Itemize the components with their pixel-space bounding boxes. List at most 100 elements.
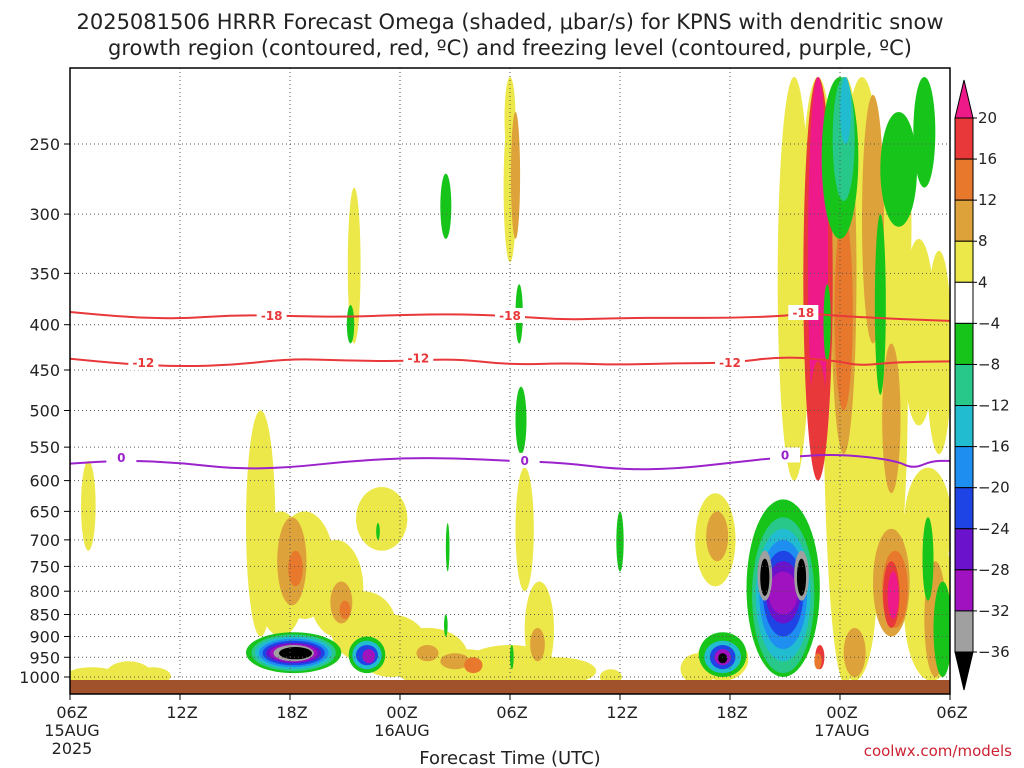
x-tick-label: 18Z [716,703,747,722]
contour-label-background [509,452,540,468]
colorbar-tick-label: −20 [978,479,1010,497]
colorbar-swatch [954,487,974,530]
y-tick-label: 300 [29,205,60,224]
contour-label: 0 [781,448,789,462]
omega-positive-moderate [288,550,303,587]
omega-positive-moderate [706,511,729,562]
credit-text: coolwx.com/models [864,742,1012,760]
contour-label: -12 [132,356,154,370]
omega-negative-weak [913,76,936,188]
contour-label: -12 [719,356,741,370]
contour-label-background [403,350,434,366]
y-tick-label: 400 [29,316,60,335]
colorbar-tick-label: −4 [978,314,1000,332]
contour-label-background [128,355,159,371]
contour-label-background [106,450,137,466]
contour-label: -18 [499,309,521,323]
omega-negative-core [768,571,798,615]
y-tick-label: 250 [29,135,60,154]
colorbar-tick-label: −32 [978,602,1010,620]
grid-lines [69,68,951,680]
omega-positive-moderate [843,627,866,677]
y-tick-label: 1000 [19,668,60,687]
y-tick-label: 950 [29,648,60,667]
omega-positive-moderate [464,657,483,674]
y-tick-label: 500 [29,402,60,421]
omega-negative-weak [616,511,624,572]
omega-negative-core [814,653,822,670]
colorbar-top-arrow [954,79,974,119]
contour-label: 0 [520,454,528,468]
omega-negative-weak [922,517,934,601]
omega-positive-moderate [530,627,545,662]
y-tick-label: 450 [29,361,60,380]
omega-positive-moderate [510,111,521,239]
omega-positive-weak [81,460,96,551]
colorbar-swatch [954,405,974,448]
contour-line [70,356,950,368]
colorbar-tick-label: 4 [978,273,988,291]
colorbar: 20 16 12 8 4 −4 −8 −12 −16 −20 −24 −28 −32 −36 [954,79,1010,691]
omega-negative-weak [376,523,380,540]
contour-label-background [715,355,745,371]
colorbar-tick-label: 8 [978,232,988,250]
y-tick-label: 550 [29,438,60,457]
colorbar-swatch [954,199,974,242]
omega-negative-weak [880,111,918,227]
colorbar-tick-label: −12 [978,397,1010,415]
contour-label: -18 [261,309,283,323]
x-axis-label: Forecast Time (UTC) [419,748,600,768]
colorbar-swatch [954,528,974,571]
y-tick-label: 350 [29,264,60,283]
colorbar-tick-label: −24 [978,520,1010,538]
y-tick-label: 700 [29,531,60,550]
temperature-contours: -18 -18 -18 -12 -12 -12 0 0 0 [70,304,950,471]
omega-positive-moderate [834,214,853,411]
omega-negative-core [718,653,728,664]
x-tick-label: 00Z [826,703,857,722]
omega-negative-weak [445,523,450,572]
x-tick-date: 16AUG [374,721,429,740]
colorbar-swatch [954,281,974,324]
colorbar-tick-label: 20 [978,109,997,127]
contour-label: 0 [117,451,125,465]
x-tick-label: 06Z [936,703,967,722]
contour-label-background [788,304,819,320]
omega-negative-weak [874,214,886,395]
omega-negative-weak [515,386,527,455]
x-tick-label: 00Z [386,703,417,722]
colorbar-tick-label: −16 [978,438,1010,456]
ground-surface [70,680,950,694]
omega-negative-core [362,649,376,664]
omega-positive-weak [777,76,811,481]
chart-title-line1: 2025081506 HRRR Forecast Omega (shaded, … [76,10,943,34]
omega-negative-core [760,558,770,596]
omega-positive-weak [926,250,950,455]
y-tick-label: 750 [29,557,60,576]
omega-negative-weak [440,173,452,239]
colorbar-swatch [954,117,974,160]
y-tick-label: 600 [29,472,60,491]
omega-negative-moderate [840,76,851,144]
x-tick-label: 12Z [166,703,197,722]
omega-positive-weak [347,187,361,344]
x-tick-label: 06Z [496,703,527,722]
omega-positive-moderate [882,343,901,494]
x-tick-label: 06Z [56,703,87,722]
omega-positive-moderate [339,600,351,620]
omega-positive-weak [515,467,534,592]
colorbar-swatch [954,158,974,201]
x-tick-label: 12Z [606,703,637,722]
colorbar-swatch [954,610,974,653]
colorbar-swatch [954,569,974,612]
omega-positive-strong [887,571,899,620]
omega-negative-weak [933,581,950,677]
omega-shading [70,76,950,685]
colorbar-swatch [954,322,974,365]
y-axis-ticks: 250 300 350 400 450 500 550 600 650 700 750 800 850 9… [19,135,70,687]
omega-negative-weak [444,614,448,637]
colorbar-tick-label: −28 [978,561,1010,579]
colorbar-tick-label: −8 [978,355,1000,373]
omega-positive-strong [809,361,827,468]
